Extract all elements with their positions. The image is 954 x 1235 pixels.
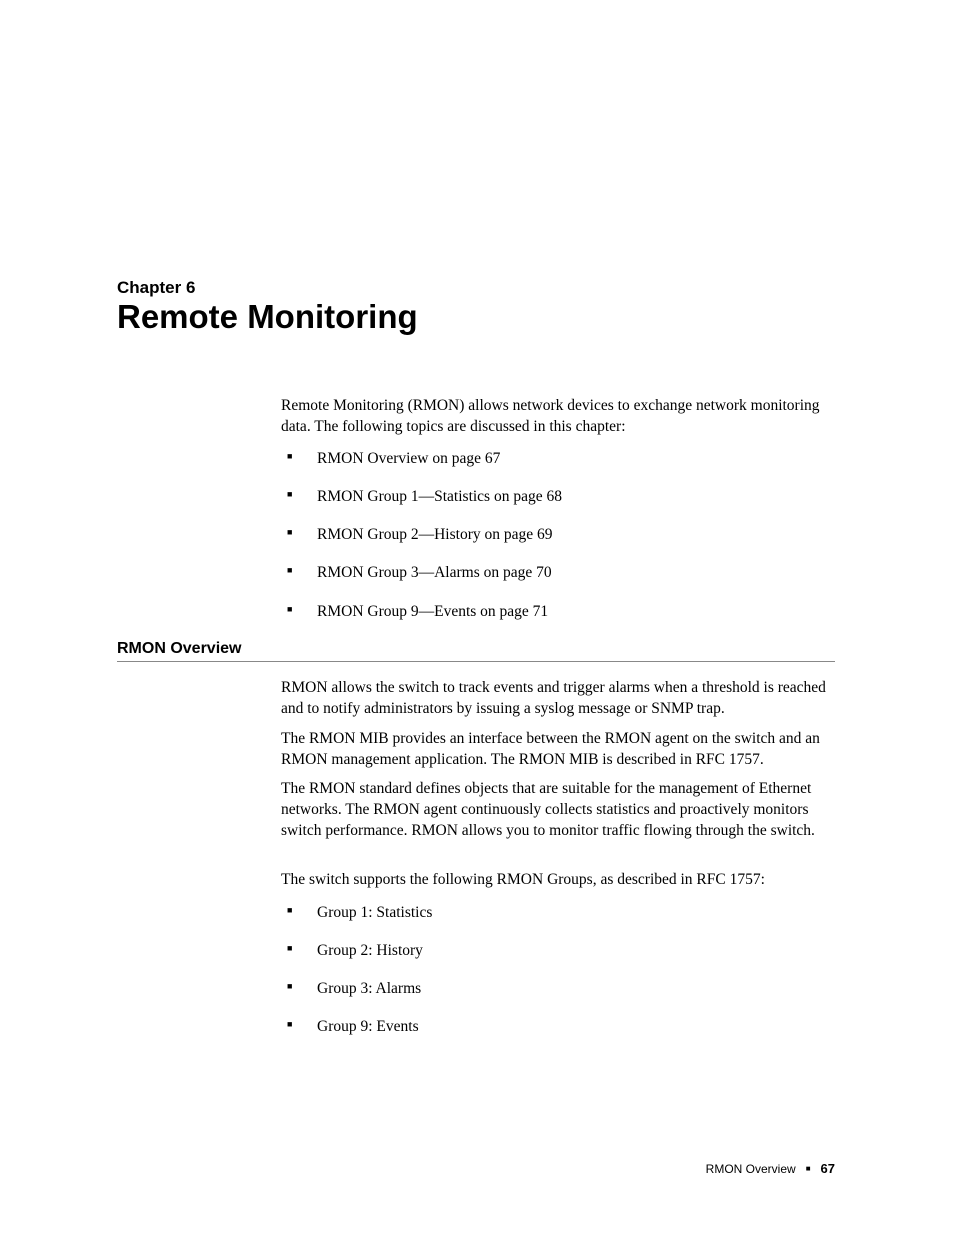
- intro-paragraph: Remote Monitoring (RMON) allows network …: [281, 396, 821, 438]
- toc-item: RMON Group 2—History on page 69: [281, 525, 821, 545]
- page-footer: RMON Overview ■ 67: [706, 1161, 835, 1176]
- group-item: Group 1: Statistics: [281, 903, 821, 923]
- group-item: Group 2: History: [281, 941, 821, 961]
- toc-item: RMON Group 1—Statistics on page 68: [281, 487, 821, 507]
- toc-item: RMON Overview on page 67: [281, 449, 821, 469]
- group-item: Group 3: Alarms: [281, 979, 821, 999]
- body-paragraph: The RMON standard defines objects that a…: [281, 779, 836, 842]
- body-paragraph: The switch supports the following RMON G…: [281, 870, 836, 891]
- section-heading-row: RMON Overview: [117, 640, 835, 662]
- toc-list: RMON Overview on page 67 RMON Group 1—St…: [281, 449, 821, 640]
- footer-separator-icon: ■: [806, 1164, 811, 1173]
- body-paragraph: The RMON MIB provides an interface betwe…: [281, 729, 836, 771]
- body-paragraph: RMON allows the switch to track events a…: [281, 678, 836, 720]
- footer-section-name: RMON Overview: [706, 1162, 796, 1176]
- toc-item: RMON Group 9—Events on page 71: [281, 602, 821, 622]
- footer-page-number: 67: [821, 1161, 835, 1176]
- chapter-label: Chapter 6: [117, 278, 195, 298]
- groups-list: Group 1: Statistics Group 2: History Gro…: [281, 903, 821, 1056]
- section-heading: RMON Overview: [117, 640, 241, 657]
- group-item: Group 9: Events: [281, 1017, 821, 1037]
- chapter-title: Remote Monitoring: [117, 298, 418, 336]
- toc-item: RMON Group 3—Alarms on page 70: [281, 563, 821, 583]
- page: Chapter 6 Remote Monitoring Remote Monit…: [0, 0, 954, 1235]
